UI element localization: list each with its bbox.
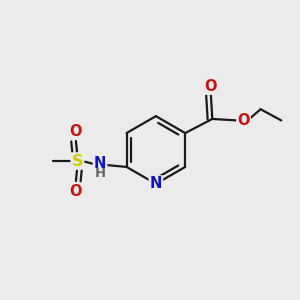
Text: S: S xyxy=(72,154,83,169)
Text: N: N xyxy=(94,156,106,171)
Text: H: H xyxy=(94,167,106,181)
Text: O: O xyxy=(205,79,217,94)
Text: O: O xyxy=(237,113,250,128)
Text: O: O xyxy=(70,184,82,199)
Text: O: O xyxy=(70,124,82,139)
Text: N: N xyxy=(150,176,162,191)
